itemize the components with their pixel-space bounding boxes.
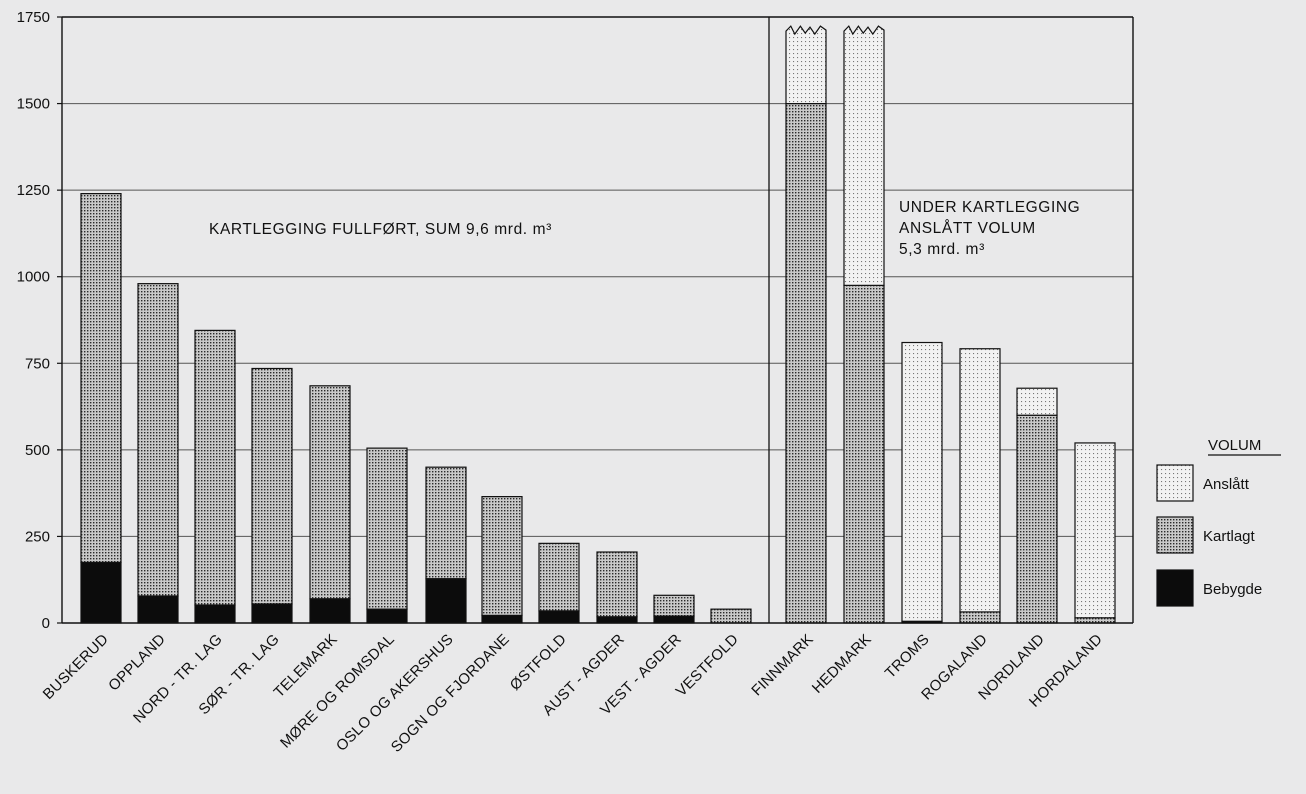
ytick-label-0: 0 [42, 615, 50, 632]
bar-hedmark-kartlagt [843, 284, 885, 624]
bar-nord-tr-lag-kartlagt [194, 329, 236, 606]
bars [80, 25, 1116, 624]
bar-finnmark-kartlagt [785, 102, 827, 624]
ytick-label-1250: 1250 [17, 182, 50, 199]
bar-østfold-kartlagt [538, 542, 580, 612]
bar-sør-tr-lag-bebygde [251, 603, 293, 624]
bar-sogn-og-fjordane-bebygde [481, 614, 523, 624]
category-label-østfold: ØSTFOLD [507, 631, 570, 694]
bar-oppland-bebygde [137, 595, 179, 624]
bar-oslo-og-akershus-kartlagt [425, 466, 467, 580]
legend-label-kartlagt: Kartlagt [1203, 528, 1256, 545]
bar-hordaland-anslått [1074, 442, 1116, 619]
bar-nordland-anslått [1016, 387, 1058, 416]
ytick-label-1000: 1000 [17, 269, 50, 286]
bar-nord-tr-lag-bebygde [194, 604, 236, 624]
bar-vest-agder-bebygde [653, 615, 695, 624]
annotation-line: 5,3 mrd. m³ [899, 241, 985, 258]
bar-oppland-kartlagt [137, 283, 179, 597]
group-annotation-in-progress: UNDER KARTLEGGING ANSLÅTT VOLUM 5,3 mrd. m… [899, 199, 1080, 258]
bar-rogaland-anslått [959, 348, 1001, 613]
bar-hedmark-anslått [843, 25, 885, 286]
legend-swatch-kartlagt [1156, 516, 1194, 554]
annotation-line: KARTLEGGING FULLFØRT, SUM 9,6 mrd. m³ [209, 221, 552, 238]
legend-label-bebygde: Bebygde [1203, 581, 1262, 598]
bar-rogaland-kartlagt [959, 611, 1001, 624]
bar-oslo-og-akershus-bebygde [425, 578, 467, 624]
y-axis-ticks: 0 250 500 750 1000 1250 1500 1750 [17, 9, 62, 632]
bar-sogn-og-fjordane-kartlagt [481, 496, 523, 616]
bar-nordland-kartlagt [1016, 414, 1058, 624]
ytick-label-1750: 1750 [17, 9, 50, 26]
ytick-label-750: 750 [25, 355, 50, 372]
bar-aust-agder-kartlagt [596, 551, 638, 618]
category-label-troms: TROMS [882, 631, 933, 682]
category-label-hedmark: HEDMARK [809, 631, 875, 697]
legend: VOLUM Anslått Kartlagt Bebygde [1156, 437, 1281, 607]
category-label-finnmark: FINNMARK [748, 631, 817, 700]
category-label-sogn-og-fjordane: SOGN OG FJORDANE [388, 631, 513, 756]
bar-buskerud-kartlagt [80, 193, 122, 563]
ytick-label-500: 500 [25, 442, 50, 459]
legend-swatch-anslått [1156, 464, 1194, 502]
category-label-buskerud: BUSKERUD [40, 631, 112, 703]
bar-finnmark-anslått [785, 25, 827, 105]
ytick-label-1500: 1500 [17, 96, 50, 113]
legend-items: Anslått Kartlagt Bebygde [1156, 464, 1262, 607]
ytick-label-250: 250 [25, 528, 50, 545]
bar-vest-agder-kartlagt [653, 594, 695, 617]
bar-sør-tr-lag-kartlagt [251, 367, 293, 605]
bar-østfold-bebygde [538, 610, 580, 624]
legend-title: VOLUM [1208, 437, 1261, 454]
bar-møre-og-romsdal-kartlagt [366, 447, 408, 610]
legend-label-anslått: Anslått [1203, 476, 1250, 493]
grid-lines [62, 103, 1133, 537]
legend-swatch-bebygde [1156, 569, 1194, 607]
bar-telemark-bebygde [309, 598, 351, 624]
bar-møre-og-romsdal-bebygde [366, 608, 408, 624]
bar-buskerud-bebygde [80, 561, 122, 624]
bar-telemark-kartlagt [309, 385, 351, 600]
bar-aust-agder-bebygde [596, 616, 638, 624]
plot-frame [61, 16, 1134, 624]
group-annotation-completed: KARTLEGGING FULLFØRT, SUM 9,6 mrd. m³ [209, 221, 552, 238]
annotation-line: UNDER KARTLEGGING [899, 199, 1080, 216]
bar-vestfold-kartlagt [710, 608, 752, 624]
category-label-møre-og-romsdal: MØRE OG ROMSDAL [277, 631, 398, 752]
annotation-line: ANSLÅTT VOLUM [899, 220, 1036, 237]
bar-troms-anslått [901, 341, 943, 622]
